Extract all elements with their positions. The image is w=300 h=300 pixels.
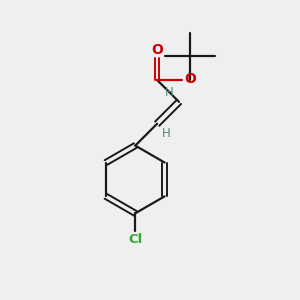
Text: O: O xyxy=(151,43,163,57)
Text: Cl: Cl xyxy=(128,233,142,246)
Text: H: H xyxy=(162,127,171,140)
Text: O: O xyxy=(184,71,196,85)
Text: H: H xyxy=(165,86,174,99)
